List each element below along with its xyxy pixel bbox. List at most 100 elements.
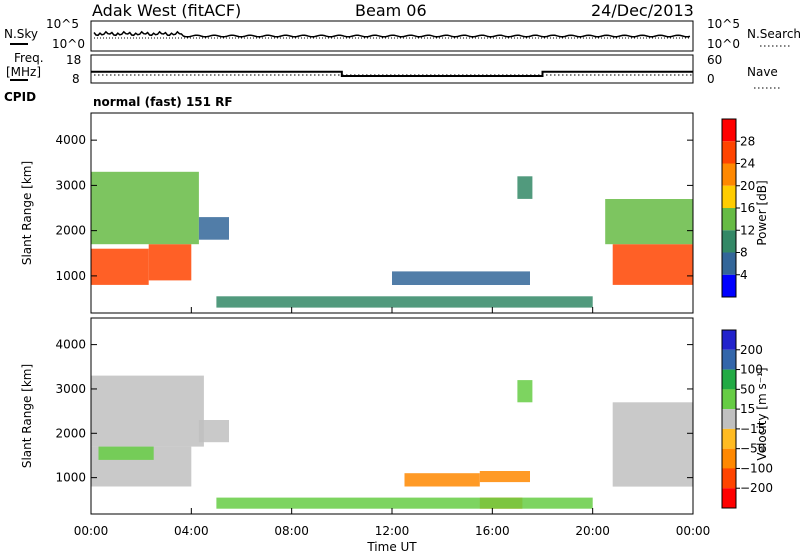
freq-tick-bottom: 8 xyxy=(72,72,80,86)
vel-region-1 xyxy=(91,375,204,447)
velocity-axis-ticks: 4000 3000 2000 1000 xyxy=(55,338,694,514)
power-colorbar: 28 24 20 16 12 8 4 xyxy=(721,118,755,298)
power-region-0 xyxy=(91,248,149,285)
power-colorbar-tick-label-3: 16 xyxy=(740,201,755,215)
velocity-colorbar-swatch-2 xyxy=(722,369,736,390)
power-colorbar-tick-label-6: 4 xyxy=(740,268,748,282)
vel-ytick-label-0: 4000 xyxy=(55,338,86,352)
nsky-trace xyxy=(93,30,691,38)
power-colorbar-tick-label-1: 24 xyxy=(740,157,755,171)
power-ytick-label-3: 1000 xyxy=(55,269,86,283)
freq-strip-frame xyxy=(90,54,694,84)
x-tick-label-6: 00:00 xyxy=(676,524,711,538)
velocity-colorbar-label: Velocity [m s⁻¹] xyxy=(755,367,769,460)
velocity-ylabel: Slant Range [km] xyxy=(20,364,34,468)
velocity-colorbar-tick-label-6: −100 xyxy=(740,461,773,475)
power-ytick-label-0: 4000 xyxy=(55,133,86,147)
power-region-5 xyxy=(517,176,533,199)
x-tick-label-4: 16:00 xyxy=(475,524,510,538)
power-colorbar-tick-label-5: 8 xyxy=(740,246,748,260)
velocity-colorbar-swatch-1 xyxy=(722,349,736,370)
vel-region-2 xyxy=(98,446,154,460)
power-ytick-label-1: 3000 xyxy=(55,178,86,192)
power-region-7 xyxy=(612,244,693,285)
velocity-colorbar-frame xyxy=(721,329,737,509)
x-tick-label-2: 08:00 xyxy=(274,524,309,538)
power-region-8 xyxy=(605,199,693,245)
velocity-colorbar-swatch-6 xyxy=(722,448,736,469)
x-axis-label: Time UT xyxy=(366,540,417,554)
velocity-colorbar-tick-label-1: 100 xyxy=(740,363,763,377)
power-region-3 xyxy=(198,217,229,240)
power-colorbar-swatch-3 xyxy=(722,185,736,209)
nsky-label: N.Sky xyxy=(4,27,38,41)
velocity-colorbar-swatch-0 xyxy=(722,330,736,350)
vel-ytick-label-2: 2000 xyxy=(55,426,86,440)
velocity-colorbar-tick-label-2: 50 xyxy=(740,382,755,396)
noise-tick-left-top: 10^5 xyxy=(46,17,79,31)
power-colorbar-swatch-2 xyxy=(722,163,736,186)
vel-region-7 xyxy=(216,497,593,509)
power-region-6 xyxy=(216,296,593,308)
vel-region-9 xyxy=(612,402,693,487)
freq-tick-top: 18 xyxy=(66,53,81,67)
cpid-text: normal (fast) 151 RF xyxy=(93,95,233,109)
velocity-colorbar-tick-label-0: 200 xyxy=(740,343,763,357)
power-colorbar-swatch-0 xyxy=(722,119,736,142)
nave-tick-top: 60 xyxy=(707,53,722,67)
power-colorbar-swatch-6 xyxy=(722,252,736,275)
vel-region-3 xyxy=(198,420,229,443)
x-tick-labels: 00:00 04:00 08:00 12:00 16:00 20:00 00:00 xyxy=(74,524,711,538)
velocity-colorbar-swatch-3 xyxy=(722,389,736,410)
vel-ytick-label-3: 1000 xyxy=(55,471,86,485)
power-colorbar-tick-label-0: 28 xyxy=(740,134,755,148)
velocity-colorbar-swatch-5 xyxy=(722,428,736,449)
x-tick-label-3: 12:00 xyxy=(375,524,410,538)
beam-title: Beam 06 xyxy=(355,1,427,20)
power-colorbar-swatch-5 xyxy=(722,230,736,253)
cpid-label: CPID xyxy=(4,90,36,104)
power-colorbar-tick-label-2: 20 xyxy=(740,179,755,193)
velocity-data xyxy=(91,375,693,509)
freq-label: Freq. xyxy=(14,51,44,65)
velocity-colorbar-swatch-7 xyxy=(722,468,736,489)
power-colorbar-swatch-7 xyxy=(722,274,736,298)
power-ytick-label-2: 2000 xyxy=(55,224,86,238)
velocity-colorbar-swatch-4 xyxy=(722,409,736,429)
vel-region-5 xyxy=(479,471,530,483)
date-title: 24/Dec/2013 xyxy=(591,1,694,20)
velocity-colorbar-tick-label-3: 15 xyxy=(740,402,755,416)
station-title: Adak West (fitACF) xyxy=(92,1,241,20)
noise-tick-left-bottom: 10^0 xyxy=(52,37,85,51)
power-ylabel: Slant Range [km] xyxy=(20,161,34,265)
power-data xyxy=(91,171,693,308)
power-region-4 xyxy=(392,271,530,285)
power-colorbar-label: Power [dB] xyxy=(755,180,769,245)
vel-ytick-label-1: 3000 xyxy=(55,382,86,396)
noise-tick-right-top: 10^5 xyxy=(707,17,740,31)
power-colorbar-swatch-4 xyxy=(722,208,736,231)
vel-region-4 xyxy=(404,473,480,487)
x-tick-label-1: 04:00 xyxy=(174,524,209,538)
power-region-1 xyxy=(148,244,192,281)
velocity-colorbar-tick-label-5: −50 xyxy=(740,442,765,456)
power-colorbar-swatch-1 xyxy=(722,141,736,164)
noise-tick-right-bottom: 10^0 xyxy=(707,37,740,51)
freq-line xyxy=(91,70,693,77)
noise-lines xyxy=(93,30,691,39)
velocity-colorbar-tick-label-7: −200 xyxy=(740,481,773,495)
velocity-colorbar-tick-label-4: −15 xyxy=(740,422,765,436)
noise-strip-frame xyxy=(90,20,694,52)
power-region-2 xyxy=(91,171,199,245)
x-tick-label-5: 20:00 xyxy=(575,524,610,538)
freq-unit-label: [MHz] xyxy=(6,65,41,79)
nave-label: Nave xyxy=(747,65,778,79)
power-axis-ticks: 4000 3000 2000 1000 xyxy=(55,133,694,313)
power-colorbar-tick-label-4: 12 xyxy=(740,223,755,237)
nsearch-label: N.Search xyxy=(747,27,800,41)
vel-region-8 xyxy=(517,380,533,403)
x-tick-label-0: 00:00 xyxy=(74,524,109,538)
velocity-colorbar: 200 100 50 15 −15 −50 −100 −200 xyxy=(721,329,773,509)
velocity-colorbar-swatch-8 xyxy=(722,488,736,508)
